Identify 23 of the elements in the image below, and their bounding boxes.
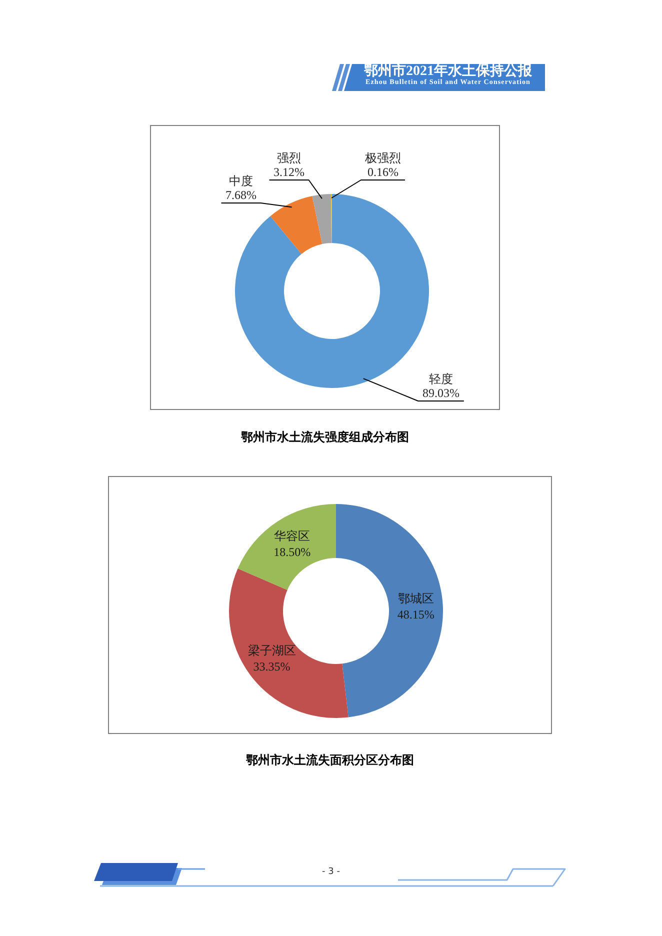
donut-slice [336, 504, 443, 718]
donut-slice [312, 194, 332, 244]
data-label: 48.15% [397, 607, 434, 622]
data-label: 89.03% [422, 386, 460, 400]
text: 鄂州市水土流失面积分区分布图 [245, 753, 415, 767]
text: 鄂州市2021年水土保持公报 [363, 64, 533, 79]
data-label: 18.50% [274, 545, 311, 560]
text: - 3 - [321, 867, 341, 878]
data-label: 3.12% [274, 165, 304, 179]
donut-slice [238, 504, 336, 590]
data-label: 33.35% [253, 660, 290, 674]
slice-label: 轻度 [429, 372, 453, 386]
slice-label: 梁子湖区 [248, 644, 296, 658]
slice-label: 华容区 [274, 529, 310, 544]
slice-label: 中度 [229, 174, 253, 188]
slice-label: 极强烈 [364, 151, 401, 165]
text: 鄂州市水土流失强度组成分布图 [240, 430, 410, 444]
data-label: 7.68% [226, 188, 256, 202]
donut-slice [229, 568, 348, 718]
slice-label: 鄂城区 [398, 591, 434, 606]
donut-slice [270, 196, 322, 254]
data-label: 0.16% [368, 165, 398, 179]
slice-label: 强烈 [277, 151, 301, 165]
